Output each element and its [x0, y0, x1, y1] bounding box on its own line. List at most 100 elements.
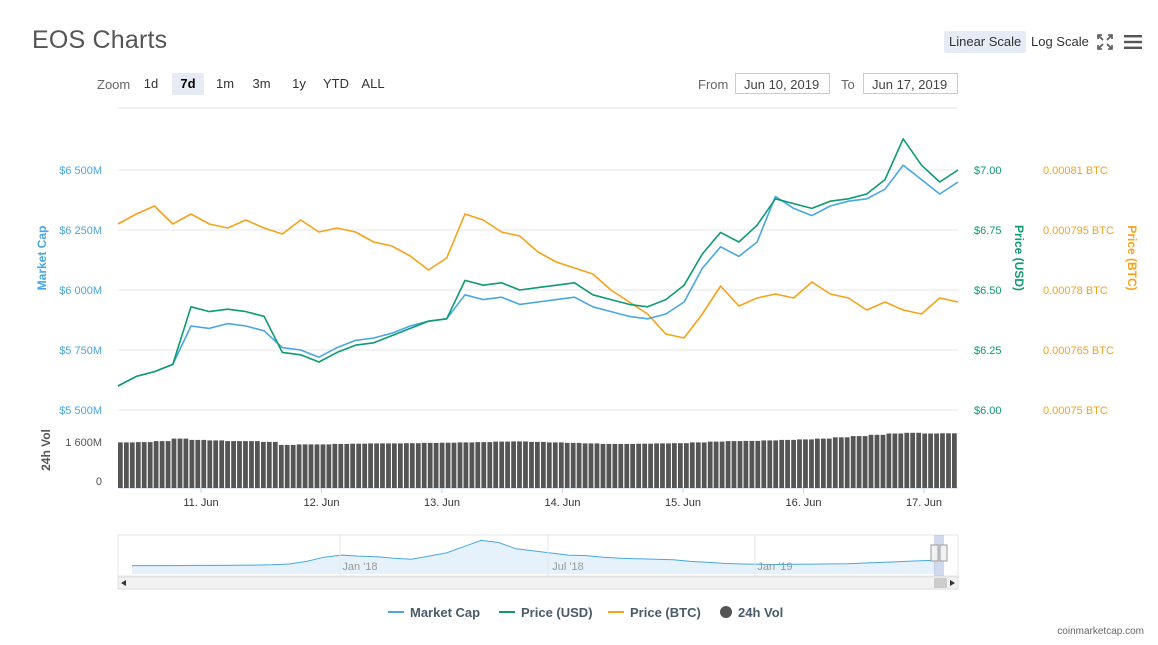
credit-link[interactable]: coinmarketcap.com: [1057, 626, 1144, 637]
price-btc-tick-label: 0.00081 BTC: [1043, 165, 1108, 177]
price-usd-tick-label: $6.25: [974, 345, 1002, 357]
navigator-scrollbar: [117, 576, 959, 590]
volume-bar: [535, 441, 540, 488]
zoom-7d-button[interactable]: 7d: [172, 73, 204, 95]
zoom-1y-button[interactable]: 1y: [292, 76, 306, 91]
volume-bar: [880, 434, 886, 488]
zoom-3m-button[interactable]: 3m: [252, 76, 271, 91]
legend-market-cap[interactable]: Market Cap: [388, 604, 480, 620]
volume-bar: [511, 441, 516, 488]
volume-bar: [803, 439, 808, 488]
volume-bar: [308, 444, 314, 488]
volume-bar: [821, 438, 826, 488]
volume-bar: [290, 444, 296, 488]
volume-bar: [487, 442, 493, 488]
volume-bar: [618, 443, 624, 488]
volume-bar: [427, 442, 433, 488]
x-tick-label: 13. Jun: [424, 497, 460, 509]
volume-bar: [648, 443, 653, 488]
volume-bar: [541, 441, 546, 488]
navigator-label: Jul '18: [552, 561, 583, 573]
page-title: EOS Charts: [32, 26, 168, 54]
volume-bar: [195, 439, 201, 488]
volume-bar: [791, 439, 796, 488]
volume-bar: [862, 436, 868, 488]
price-btc-tick-label: 0.00078 BTC: [1043, 285, 1108, 297]
volume-bar: [660, 443, 665, 488]
volume-bar: [874, 434, 880, 488]
log-scale-button[interactable]: Log Scale: [1031, 34, 1089, 49]
volume-bar: [225, 441, 230, 488]
volume-bar: [695, 442, 701, 488]
price-btc-tick-label: 0.000795 BTC: [1043, 225, 1114, 237]
volume-bar: [940, 433, 945, 488]
fullscreen-icon[interactable]: [1097, 34, 1113, 50]
volume-bar: [886, 433, 892, 488]
series-price-btc-line: [117, 205, 959, 339]
volume-bar: [684, 443, 689, 488]
from-date-input[interactable]: Jun 10, 2019: [735, 73, 830, 94]
volume-bar: [129, 442, 135, 488]
price-btc-axis-title: Price (BTC): [1125, 225, 1139, 290]
volume-bar: [767, 440, 773, 488]
linear-scale-button[interactable]: Linear Scale: [944, 31, 1027, 53]
volume-bar: [582, 443, 588, 488]
market-cap-axis-title: Market Cap: [35, 226, 49, 291]
volume-bar: [356, 443, 362, 488]
axes: $5 500M $5 750M $6 000M $6 250M $6 500M $6.00…: [35, 165, 1139, 509]
zoom-all-button[interactable]: ALL: [361, 76, 385, 91]
x-tick-label: 12. Jun: [303, 497, 339, 509]
volume-bar: [779, 439, 785, 488]
volume-bar: [707, 441, 713, 488]
volume-bar: [463, 442, 469, 488]
hamburger-menu-icon[interactable]: [1124, 35, 1142, 49]
volume-bar: [523, 441, 528, 488]
scroll-right-arrow-icon: [950, 580, 955, 586]
price-usd-tick-label: $6.50: [974, 285, 1002, 297]
from-label: From: [698, 77, 729, 92]
volume-bar: [749, 440, 755, 488]
volume-bar: [755, 440, 761, 488]
legend-price-btc-symbol: [608, 611, 624, 613]
volume-bar: [916, 432, 922, 488]
volume-bar: [421, 442, 427, 488]
volume-bar: [815, 438, 820, 488]
volume-bar: [141, 442, 147, 488]
series-lines: [117, 138, 959, 387]
volume-bar: [439, 442, 445, 488]
volume-tick-label: 1 600M: [65, 437, 102, 449]
to-label: To: [841, 77, 855, 92]
volume-bar: [332, 443, 338, 488]
navigator-handle-left: [930, 544, 939, 562]
legend-volume[interactable]: 24h Vol: [720, 604, 783, 620]
legend-price-usd[interactable]: Price (USD): [499, 604, 593, 620]
market-cap-tick-label: $5 500M: [59, 405, 102, 417]
volume-bar: [946, 433, 951, 488]
zoom-ytd-button[interactable]: YTD: [323, 76, 349, 91]
volume-bar: [278, 444, 284, 488]
volume-bar: [910, 432, 916, 488]
volume-bar: [284, 444, 290, 488]
volume-bar: [832, 437, 838, 488]
volume-bar: [844, 437, 850, 488]
volume-bar: [386, 443, 391, 488]
zoom-1d-button[interactable]: 1d: [143, 76, 159, 91]
volume-bar: [499, 441, 505, 488]
volume-bar: [922, 433, 928, 488]
volume-bar: [588, 443, 594, 488]
volume-bar: [666, 443, 671, 488]
volume-bar: [701, 442, 707, 488]
zoom-1m-button[interactable]: 1m: [215, 76, 235, 91]
volume-bar: [558, 442, 564, 488]
volume-bar: [892, 433, 898, 488]
volume-bar: [761, 440, 767, 488]
x-tick-label: 11. Jun: [183, 497, 218, 509]
volume-bar: [934, 433, 939, 488]
volume-bar: [838, 437, 844, 488]
to-date-input[interactable]: Jun 17, 2019: [863, 73, 958, 94]
volume-bar: [481, 442, 487, 488]
volume-bar: [374, 443, 379, 488]
volume-bar: [570, 442, 576, 488]
legend-price-btc[interactable]: Price (BTC): [608, 604, 701, 620]
